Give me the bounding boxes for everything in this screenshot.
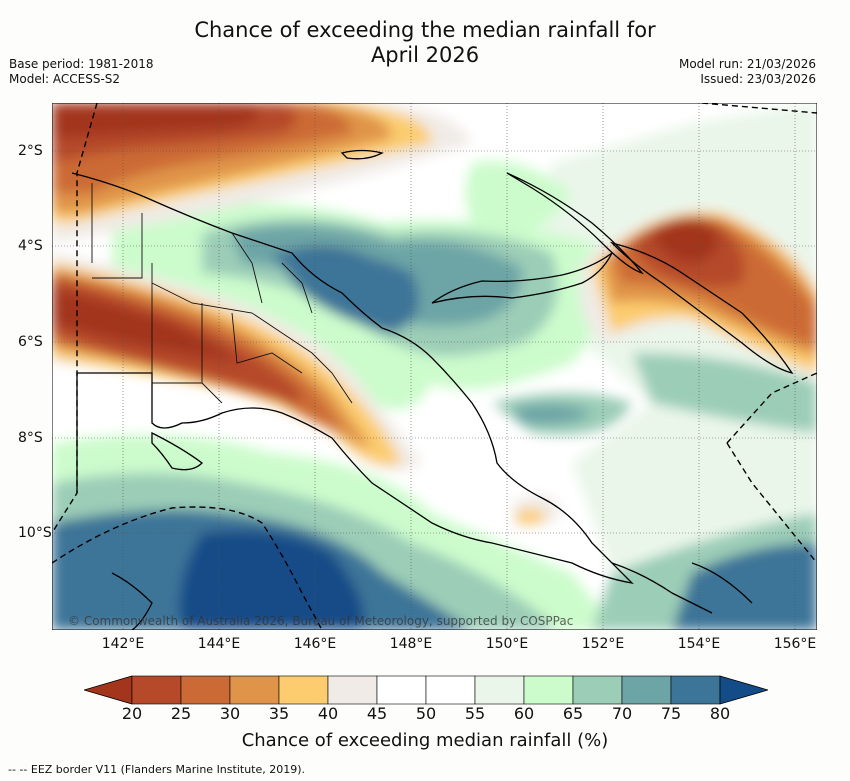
region-below-20-northwest (52, 103, 259, 138)
colorbar-tick-label: 65 (562, 704, 584, 723)
region-65-70-north (465, 161, 572, 243)
region-below-20-northeast (652, 220, 718, 263)
colorbar-bin (572, 675, 623, 705)
coastlines (71, 149, 794, 630)
colorbar-bin (474, 675, 525, 705)
solomons-coast (611, 562, 753, 614)
lon-label-148e: 148°E (389, 636, 433, 652)
map-title: Chance of exceeding the median rainfall … (0, 18, 850, 68)
colorbar-tick-label: 40 (317, 704, 339, 723)
lat-label-10s: 10°S (18, 525, 52, 541)
png-mainland-coast (71, 172, 634, 584)
graticule (52, 103, 817, 630)
bougainville-coast (609, 241, 794, 375)
eez-legend: -- -- EEZ border V11 (Flanders Marine In… (8, 763, 306, 776)
region-30-35-small (517, 509, 547, 525)
colorbar-bin (670, 675, 721, 705)
rainfall-map: © Commonwealth of Australia 2026, Bureau… (52, 103, 817, 630)
region-70-75-east-band (632, 353, 817, 433)
colorbar-tick-label: 75 (660, 704, 682, 723)
new-ireland-coast (506, 172, 644, 275)
colorbar-bin (425, 675, 476, 705)
colorbar-bin (131, 675, 182, 705)
colorbar-bin (229, 675, 280, 705)
title-line-1: Chance of exceeding the median rainfall … (194, 18, 656, 42)
base-period: Base period: 1981-2018 (9, 57, 154, 71)
lat-label-8s: 8°S (18, 430, 43, 446)
model-info: Base period: 1981-2018 Model: ACCESS-S2 (9, 57, 154, 87)
colorbar-tick-label: 50 (415, 704, 437, 723)
region-80-plus-south (179, 530, 364, 630)
colorbar-tick-label: 25 (170, 704, 192, 723)
colorbar-bin (621, 675, 672, 705)
colorbar-tick-label: 35 (268, 704, 290, 723)
colorbar-tick-label: 20 (121, 704, 143, 723)
copyright-notice: © Commonwealth of Australia 2026, Bureau… (68, 614, 573, 628)
run-info: Model run: 21/03/2026 Issued: 23/03/2026 (679, 57, 816, 87)
australia-coast (111, 572, 153, 630)
lat-label-2s: 2°S (18, 143, 43, 159)
colorbar-tick-label: 55 (464, 704, 486, 723)
eez-borders (52, 103, 817, 630)
model-name: Model: ACCESS-S2 (9, 72, 121, 86)
torres-coast (151, 431, 203, 471)
colorbar-tick-label: 60 (513, 704, 535, 723)
manus-coast (340, 149, 384, 160)
colorbar-extend-high (719, 675, 768, 705)
title-line-2: April 2026 (370, 43, 480, 67)
lat-label-6s: 6°S (18, 334, 43, 350)
lon-label-146e: 146°E (293, 636, 337, 652)
colorbar-tick-label: 70 (611, 704, 633, 723)
issued-date: Issued: 23/03/2026 (700, 72, 816, 86)
colorbar-tick-label: 45 (366, 704, 388, 723)
region-75-80-mid (512, 404, 592, 425)
colorbar-tick-label: 80 (709, 704, 731, 723)
colorbar-tick-label: 30 (219, 704, 241, 723)
colorbar-title: Chance of exceeding median rainfall (%) (241, 730, 609, 751)
lon-label-144e: 144°E (197, 636, 241, 652)
region-75-80-southeast (672, 543, 817, 630)
colorbar-extend-low (84, 675, 133, 705)
lon-label-152e: 152°E (581, 636, 625, 652)
lon-label-142e: 142°E (101, 636, 145, 652)
province-borders (91, 183, 353, 404)
colorbar-bin (327, 675, 378, 705)
lon-label-150e: 150°E (485, 636, 529, 652)
model-run-date: Model run: 21/03/2026 (678, 57, 816, 71)
region-below-20-diagonal (52, 288, 242, 363)
lon-label-156e: 156°E (773, 636, 817, 652)
lat-label-4s: 4°S (18, 238, 43, 254)
colorbar-bin (523, 675, 574, 705)
colorbar (84, 675, 768, 705)
colorbar-bin (278, 675, 329, 705)
colorbar-bin (376, 675, 427, 705)
colorbar-bin (180, 675, 231, 705)
lon-label-154e: 154°E (677, 636, 721, 652)
